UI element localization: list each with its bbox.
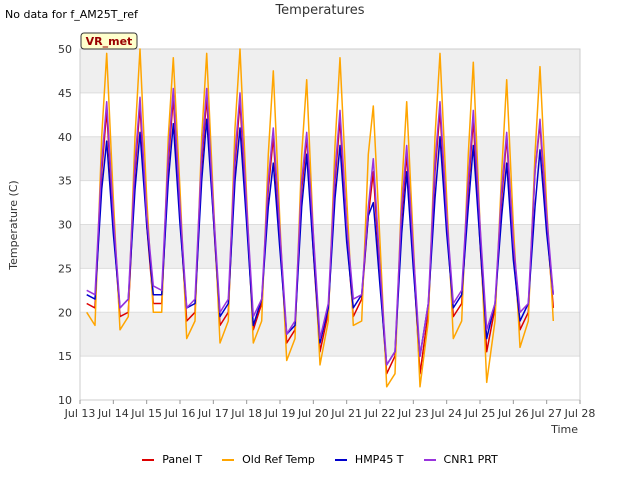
x-tick-label: Jul 22: [364, 407, 396, 420]
vr-met-badge: VR_met: [80, 32, 138, 50]
x-axis-ticks: Jul 13 Jul 14 Jul 15 Jul 16 Jul 17 Jul 18 Jul …: [64, 400, 596, 420]
y-tick-label: 25: [58, 262, 72, 275]
y-tick-label: 50: [58, 43, 72, 56]
legend-swatch: [142, 458, 155, 461]
series-line-cnr1-prt: [86, 87, 555, 366]
y-tick-label: 35: [58, 175, 72, 188]
legend-swatch: [222, 458, 235, 461]
x-tick-label: Jul 21: [330, 407, 362, 420]
legend-label: HMP45 T: [354, 453, 404, 466]
legend-item-old-ref-temp: Old Ref Temp: [222, 453, 315, 466]
plot-frame: [79, 48, 581, 401]
x-tick-label: Jul 26: [497, 407, 529, 420]
x-tick-label: Jul 17: [197, 407, 229, 420]
series-group: [86, 48, 555, 388]
x-tick-label: Jul 15: [130, 407, 162, 420]
legend-item-panel-t: Panel T: [142, 453, 202, 466]
legend: Panel T Old Ref Temp HMP45 T CNR1 PRT: [0, 453, 640, 466]
x-tick-label: Jul 24: [430, 407, 462, 420]
legend-item-hmp45-t: HMP45 T: [334, 453, 404, 466]
y-tick-label: 15: [58, 350, 72, 363]
chart-title: Temperatures: [275, 3, 365, 18]
background-bands: [80, 49, 580, 357]
y-tick-label: 45: [58, 87, 72, 100]
x-tick-label: Jul 19: [264, 407, 296, 420]
x-tick-label: Jul 16: [164, 407, 196, 420]
background-band: [80, 49, 580, 93]
legend-swatch: [423, 458, 436, 461]
series-line-hmp45-t: [86, 118, 555, 366]
legend-swatch: [334, 458, 347, 461]
no-data-message: No data for f_AM25T_ref: [5, 8, 138, 21]
legend-label: Old Ref Temp: [242, 453, 315, 466]
x-tick-label: Jul 27: [530, 407, 562, 420]
y-tick-label: 20: [58, 306, 72, 319]
legend-label: Panel T: [162, 453, 203, 466]
x-tick-label: Jul 20: [297, 407, 329, 420]
x-tick-label: Jul 23: [397, 407, 429, 420]
legend-item-cnr1-prt: CNR1 PRT: [423, 453, 498, 466]
x-axis-label: Time: [550, 423, 578, 436]
y-tick-label: 30: [58, 219, 72, 232]
background-band: [80, 312, 580, 357]
x-tick-label: Jul 28: [564, 407, 596, 420]
x-tick-label: Jul 13: [64, 407, 96, 420]
y-tick-label: 10: [58, 394, 72, 407]
legend-label: CNR1 PRT: [443, 453, 498, 466]
x-tick-label: Jul 25: [464, 407, 496, 420]
vr-met-badge-label: VR_met: [86, 35, 133, 48]
x-tick-label: Jul 18: [230, 407, 262, 420]
y-tick-label: 40: [58, 131, 72, 144]
background-band: [80, 136, 580, 181]
y-axis-ticks: 10 15 20 25 30 35 40 45 50: [58, 43, 72, 407]
x-tick-label: Jul 14: [97, 407, 129, 420]
y-axis-label: Temperature (C): [7, 180, 20, 270]
